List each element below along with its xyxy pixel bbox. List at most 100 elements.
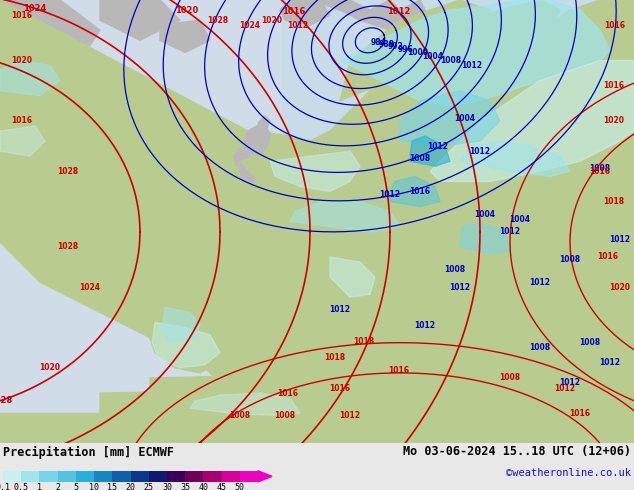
Text: 1016: 1016 xyxy=(11,117,32,125)
Polygon shape xyxy=(0,0,100,60)
Text: 992: 992 xyxy=(387,43,403,51)
Bar xyxy=(131,471,149,482)
Bar xyxy=(39,471,58,482)
Text: 30: 30 xyxy=(162,484,172,490)
Polygon shape xyxy=(0,0,280,443)
Polygon shape xyxy=(290,201,400,232)
Polygon shape xyxy=(148,282,250,373)
Polygon shape xyxy=(240,161,258,183)
Polygon shape xyxy=(0,60,60,96)
Polygon shape xyxy=(150,368,634,443)
Text: 984: 984 xyxy=(371,38,387,47)
Text: 1008: 1008 xyxy=(579,338,600,347)
Text: 1020: 1020 xyxy=(261,16,283,24)
Text: 1012: 1012 xyxy=(500,227,521,236)
Polygon shape xyxy=(330,257,375,297)
Text: 2: 2 xyxy=(55,484,60,490)
Text: 1012: 1012 xyxy=(609,235,630,244)
Polygon shape xyxy=(0,126,45,156)
Text: 1028: 1028 xyxy=(207,16,229,24)
Text: 1012: 1012 xyxy=(427,142,448,150)
Bar xyxy=(112,471,131,482)
Polygon shape xyxy=(420,0,560,55)
Text: 5: 5 xyxy=(74,484,79,490)
Text: 1016: 1016 xyxy=(604,81,624,90)
Polygon shape xyxy=(430,60,634,181)
Text: 1012: 1012 xyxy=(287,21,309,30)
Text: 10: 10 xyxy=(89,484,99,490)
Polygon shape xyxy=(100,0,180,40)
Text: 1016: 1016 xyxy=(410,187,430,196)
Text: 1028: 1028 xyxy=(0,396,12,405)
Text: 1008: 1008 xyxy=(410,154,430,163)
Text: 1016: 1016 xyxy=(604,21,626,30)
Bar xyxy=(167,471,185,482)
Text: 1008: 1008 xyxy=(444,265,465,274)
Polygon shape xyxy=(0,413,634,443)
Polygon shape xyxy=(234,146,250,170)
Text: 1012: 1012 xyxy=(339,411,361,420)
Text: 1012: 1012 xyxy=(529,278,550,287)
Text: 1024: 1024 xyxy=(79,283,101,292)
Text: 0.5: 0.5 xyxy=(14,484,29,490)
Text: 1012: 1012 xyxy=(559,378,581,388)
Bar xyxy=(76,471,94,482)
Polygon shape xyxy=(100,383,634,443)
Text: 988: 988 xyxy=(378,40,395,49)
Text: 996: 996 xyxy=(398,45,414,54)
Text: 1018: 1018 xyxy=(604,197,624,206)
Text: 1024: 1024 xyxy=(240,21,261,30)
Text: 1008: 1008 xyxy=(230,411,250,420)
Polygon shape xyxy=(395,313,430,358)
Text: 40: 40 xyxy=(198,484,209,490)
Bar xyxy=(240,471,258,482)
Text: 1008: 1008 xyxy=(275,411,295,420)
Text: 1016: 1016 xyxy=(278,389,299,397)
Polygon shape xyxy=(152,322,220,368)
Text: 1020: 1020 xyxy=(609,283,630,292)
Bar xyxy=(58,471,76,482)
Text: 1024: 1024 xyxy=(23,4,47,13)
Text: 1016: 1016 xyxy=(11,11,32,20)
Polygon shape xyxy=(460,141,570,176)
Text: 45: 45 xyxy=(217,484,226,490)
Text: Mo 03-06-2024 15..18 UTC (12+06): Mo 03-06-2024 15..18 UTC (12+06) xyxy=(403,445,631,459)
Text: 1016: 1016 xyxy=(330,384,351,392)
Polygon shape xyxy=(390,176,440,207)
Text: 1012: 1012 xyxy=(450,283,470,292)
Bar xyxy=(221,471,240,482)
Text: 1012: 1012 xyxy=(330,305,351,315)
Text: 1012: 1012 xyxy=(462,61,482,70)
Text: 1012: 1012 xyxy=(600,358,621,368)
Polygon shape xyxy=(410,136,450,166)
Text: 1016: 1016 xyxy=(569,409,590,417)
Text: 1020: 1020 xyxy=(174,6,198,15)
Polygon shape xyxy=(270,151,360,192)
Text: 1012: 1012 xyxy=(470,147,491,156)
Text: 1004: 1004 xyxy=(455,114,476,123)
Polygon shape xyxy=(162,307,200,343)
Text: 1008: 1008 xyxy=(500,373,521,382)
Text: 1016: 1016 xyxy=(597,252,619,262)
Polygon shape xyxy=(310,217,370,322)
Polygon shape xyxy=(190,393,300,415)
Polygon shape xyxy=(320,0,430,40)
Text: 1028: 1028 xyxy=(58,243,79,251)
Text: 1008: 1008 xyxy=(590,164,611,173)
Text: 1004: 1004 xyxy=(422,52,444,61)
Text: 1000: 1000 xyxy=(408,49,429,57)
Polygon shape xyxy=(500,60,634,161)
Text: 35: 35 xyxy=(180,484,190,490)
Polygon shape xyxy=(340,0,500,101)
Polygon shape xyxy=(540,0,634,91)
Text: 1016: 1016 xyxy=(590,167,611,176)
Polygon shape xyxy=(280,0,330,25)
Text: 50: 50 xyxy=(235,484,245,490)
Text: 1004: 1004 xyxy=(474,210,496,219)
Text: 1018: 1018 xyxy=(325,353,346,362)
Polygon shape xyxy=(258,116,270,133)
Bar xyxy=(21,471,39,482)
Text: 15: 15 xyxy=(107,484,117,490)
Polygon shape xyxy=(0,0,634,443)
Text: 0.1: 0.1 xyxy=(0,484,11,490)
